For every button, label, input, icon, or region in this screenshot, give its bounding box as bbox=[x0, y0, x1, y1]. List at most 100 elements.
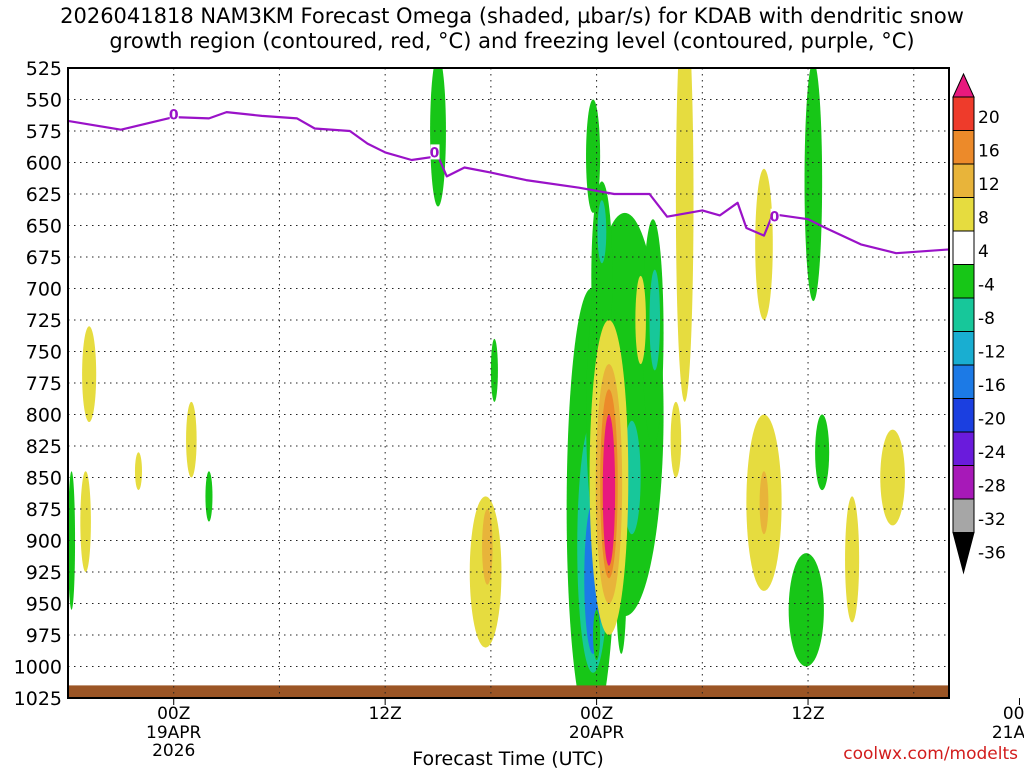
y-tick-label: 750 bbox=[26, 342, 62, 364]
x-tick-label: 12Z bbox=[369, 704, 402, 724]
y-tick-label: 525 bbox=[26, 58, 62, 80]
omega-cell bbox=[205, 471, 213, 522]
y-tick-label: 1000 bbox=[14, 657, 62, 679]
omega-cell bbox=[880, 429, 905, 526]
colorbar-swatch bbox=[952, 130, 975, 165]
x-tick-label: 00Z bbox=[157, 704, 190, 724]
colorbar: 20 16 12 8 4 -4 -8 -12 -16 -20 -24 -28 -32 -36 bbox=[952, 72, 1006, 575]
colorbar-swatch bbox=[952, 230, 975, 265]
omega-cell bbox=[430, 68, 446, 207]
omega-cell bbox=[649, 269, 661, 371]
y-tick-label: 800 bbox=[26, 405, 62, 427]
freezing-level-label-bg bbox=[770, 208, 780, 224]
y-tick-label: 675 bbox=[26, 247, 62, 269]
contour-lines: 0 0 0 bbox=[68, 106, 949, 255]
omega-cell bbox=[134, 452, 143, 491]
omega-cell bbox=[815, 414, 830, 491]
y-tick-label: 925 bbox=[26, 562, 62, 584]
y-tick-label: 550 bbox=[26, 90, 62, 112]
colorbar-label: 12 bbox=[978, 175, 1000, 195]
y-tick-label: 575 bbox=[26, 121, 62, 143]
y-tick-label: 625 bbox=[26, 184, 62, 206]
colorbar-label: 20 bbox=[978, 108, 1000, 128]
y-tick-label: 725 bbox=[26, 310, 62, 332]
omega-cell bbox=[804, 68, 823, 302]
colorbar-bottom-arrow bbox=[952, 532, 975, 575]
colorbar-top-arrow bbox=[952, 72, 975, 98]
colorbar-swatch bbox=[952, 264, 975, 299]
omega-shading bbox=[68, 68, 1024, 698]
terrain-band bbox=[68, 685, 949, 698]
colorbar-label: -32 bbox=[978, 510, 1006, 530]
x-tick-label: 00Z bbox=[1003, 704, 1024, 724]
x-tick-label: 12Z bbox=[791, 704, 824, 724]
y-tick-label: 775 bbox=[26, 373, 62, 395]
colorbar-swatch bbox=[952, 197, 975, 232]
colorbar-label: -28 bbox=[978, 477, 1006, 497]
y-tick-label: 875 bbox=[26, 499, 62, 521]
omega-cell bbox=[80, 471, 91, 572]
omega-cell bbox=[755, 168, 773, 320]
colorbar-label: -12 bbox=[978, 343, 1006, 363]
colorbar-swatch bbox=[952, 163, 975, 198]
colorbar-swatch bbox=[952, 96, 975, 131]
colorbar-swatch bbox=[952, 331, 975, 366]
x-tick-year: 2026 bbox=[152, 741, 195, 761]
y-axis: 525 550 575 600 625 650 675 700 725 750 775 800 825 8… bbox=[14, 58, 62, 710]
y-tick-label: 850 bbox=[26, 468, 62, 490]
plot-frame bbox=[67, 67, 950, 699]
freezing-level-label: 0 bbox=[169, 108, 179, 124]
freezing-level-label: 0 bbox=[430, 145, 440, 161]
colorbar-swatch bbox=[952, 465, 975, 500]
colorbar-label: -16 bbox=[978, 376, 1006, 396]
freezing-level-label-bg bbox=[430, 144, 440, 160]
omega-cell bbox=[1014, 125, 1024, 226]
y-tick-label: 700 bbox=[26, 279, 62, 301]
omega-cell bbox=[186, 401, 197, 478]
y-tick-label: 900 bbox=[26, 531, 62, 553]
credit-link[interactable]: coolwx.com/modelts bbox=[843, 744, 1018, 764]
x-axis-title: Forecast Time (UTC) bbox=[412, 748, 603, 768]
x-tick-date: 20APR bbox=[569, 723, 625, 743]
colorbar-swatch bbox=[952, 498, 975, 533]
x-axis: 00Z19APR202612Z00Z20APR12Z00Z21APR bbox=[146, 698, 1024, 761]
y-tick-label: 950 bbox=[26, 594, 62, 616]
y-tick-label: 650 bbox=[26, 216, 62, 238]
chart-title: 2026041818 NAM3KM Forecast Omega (shaded… bbox=[0, 4, 1024, 54]
terrain-layer bbox=[68, 685, 949, 698]
omega-cell bbox=[482, 509, 493, 585]
y-tick-label: 600 bbox=[26, 153, 62, 175]
omega-cell bbox=[635, 275, 646, 365]
omega-cell bbox=[586, 99, 601, 213]
colorbar-label: -4 bbox=[978, 276, 995, 296]
omega-cell bbox=[82, 326, 97, 423]
colorbar-label: 16 bbox=[978, 142, 1000, 162]
freezing-level-line bbox=[68, 110, 949, 255]
colorbar-swatch bbox=[952, 398, 975, 433]
x-tick-date: 19APR bbox=[146, 723, 202, 743]
colorbar-swatch bbox=[952, 431, 975, 466]
omega-cell bbox=[597, 200, 607, 264]
omega-cell bbox=[490, 338, 498, 402]
y-tick-label: 825 bbox=[26, 436, 62, 458]
omega-cell bbox=[845, 496, 860, 623]
colorbar-swatch bbox=[952, 297, 975, 332]
colorbar-label: 4 bbox=[978, 242, 989, 262]
colorbar-label: -8 bbox=[978, 309, 995, 329]
omega-cell bbox=[675, 68, 694, 402]
x-tick-label: 00Z bbox=[580, 704, 613, 724]
colorbar-label: 8 bbox=[978, 209, 989, 229]
colorbar-label: -36 bbox=[978, 544, 1006, 564]
title-line1: 2026041818 NAM3KM Forecast Omega (shaded… bbox=[60, 4, 964, 28]
freezing-level-label: 0 bbox=[770, 210, 780, 226]
title-line2: growth region (contoured, red, °C) and f… bbox=[109, 29, 915, 53]
omega-cell bbox=[68, 471, 76, 610]
omega-cell bbox=[759, 471, 769, 535]
colorbar-swatch bbox=[952, 364, 975, 399]
freezing-level-label-bg bbox=[169, 106, 179, 122]
omega-cell bbox=[788, 553, 824, 667]
omega-cell bbox=[670, 401, 682, 478]
colorbar-label: -20 bbox=[978, 410, 1006, 430]
x-tick-date: 21APR bbox=[992, 723, 1024, 743]
